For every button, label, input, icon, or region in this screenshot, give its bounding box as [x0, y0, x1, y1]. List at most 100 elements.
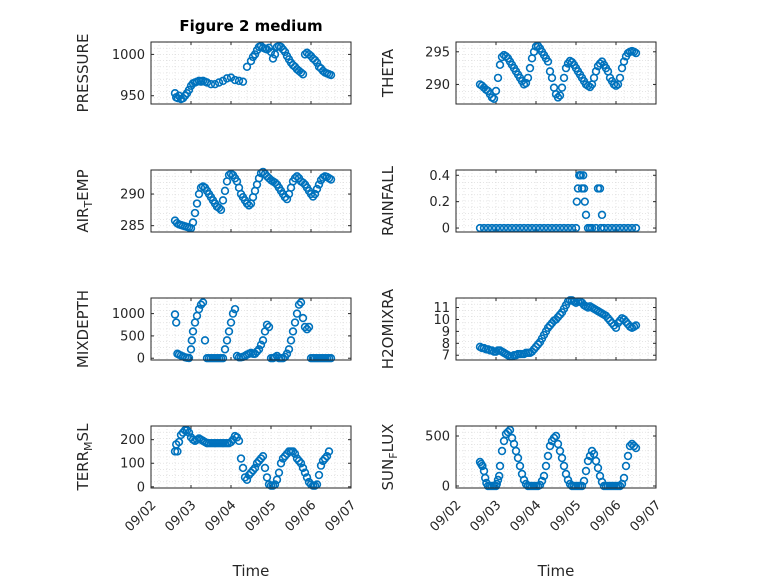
data-point [184, 353, 194, 363]
data-point [238, 77, 248, 86]
data-point [623, 451, 633, 461]
data-point [543, 57, 553, 66]
data-point [314, 180, 324, 189]
data-point [298, 178, 308, 187]
data-point [491, 86, 501, 96]
y-tick-label: 8 [442, 337, 450, 352]
data-point [260, 463, 270, 473]
data-point [290, 449, 300, 459]
data-point [222, 336, 232, 345]
data-point [236, 454, 246, 463]
data-point [196, 300, 206, 309]
data-point [298, 463, 308, 473]
data-point [481, 473, 490, 483]
y-tick-label: 1000 [112, 48, 145, 63]
data-point [581, 210, 591, 220]
figure-title: Figure 2 medium [179, 17, 322, 35]
data-point [264, 43, 274, 52]
axes-box [150, 425, 352, 489]
data-point [537, 476, 547, 486]
data-point [547, 223, 557, 233]
data-point [572, 197, 581, 206]
data-point [503, 427, 513, 437]
data-point [214, 203, 224, 213]
data-point [220, 345, 230, 354]
subplot-3: 285 290 AIRTEMP [74, 167, 352, 234]
data-point [561, 63, 571, 73]
y-tick-label: 290 [425, 78, 450, 93]
data-point [188, 218, 198, 227]
data-point [230, 304, 240, 314]
data-point [581, 466, 591, 476]
subplot-1: 950 1000 PRESSURE [74, 34, 352, 113]
data-point [252, 347, 262, 356]
data-point [567, 223, 577, 233]
data-point [298, 70, 308, 79]
axes-box [150, 297, 352, 361]
y-tick-label: 9 [442, 325, 450, 340]
y-tick-label: 10 [433, 313, 450, 328]
data-point [256, 340, 266, 350]
data-point [170, 310, 180, 319]
data-point [192, 199, 202, 208]
data-point [268, 54, 278, 63]
data-point [326, 70, 336, 80]
data-point [551, 223, 561, 233]
data-point [525, 63, 535, 73]
data-point [523, 73, 533, 83]
data-point [264, 322, 274, 332]
x-axis-label: Time [537, 562, 575, 580]
data-point [188, 327, 198, 336]
y-axis-label: MIXDEPTH [74, 290, 92, 368]
y-axis-label: TERRMSL [74, 423, 95, 492]
data-point [302, 473, 312, 482]
data-point [595, 184, 605, 193]
y-tick-label: 200 [120, 433, 145, 448]
y-axis-label: AIRTEMP [74, 169, 95, 232]
data-point [603, 223, 613, 233]
data-point [587, 223, 597, 233]
data-point [557, 453, 567, 463]
data-point [324, 447, 334, 456]
data-point [553, 93, 563, 102]
data-point [202, 78, 212, 87]
data-point [535, 223, 545, 233]
data-point [296, 68, 306, 77]
data-point [597, 210, 607, 220]
y-tick-label: 1000 [112, 307, 145, 322]
data-point [571, 223, 581, 233]
data-point [583, 456, 593, 466]
data-point [226, 318, 236, 327]
data-point [300, 468, 310, 477]
data-point [501, 52, 511, 61]
data-point [611, 223, 621, 233]
data-point [493, 73, 503, 83]
y-tick-label: 0 [442, 480, 450, 495]
data-point [254, 345, 264, 354]
y-tick-label: 0.4 [429, 169, 450, 184]
data-point [563, 223, 573, 233]
data-point [184, 85, 194, 95]
data-point [607, 223, 617, 233]
data-point [539, 223, 549, 233]
data-point [326, 354, 336, 363]
data-point [483, 223, 493, 233]
data-point [523, 223, 533, 233]
y-axis-label: PRESSURE [74, 34, 92, 113]
data-point [234, 436, 244, 446]
data-point [631, 321, 641, 330]
data-point [296, 459, 306, 468]
data-point [258, 451, 268, 461]
y-tick-label: 0 [442, 222, 450, 237]
data-point [591, 223, 601, 233]
data-point [611, 323, 621, 333]
x-axis-label: Time [232, 562, 270, 580]
data-point [238, 463, 248, 473]
data-point [593, 463, 603, 473]
data-point [479, 223, 489, 233]
data-point [521, 78, 531, 88]
data-point [172, 318, 181, 327]
axes-box [150, 169, 352, 233]
data-point [495, 471, 504, 481]
